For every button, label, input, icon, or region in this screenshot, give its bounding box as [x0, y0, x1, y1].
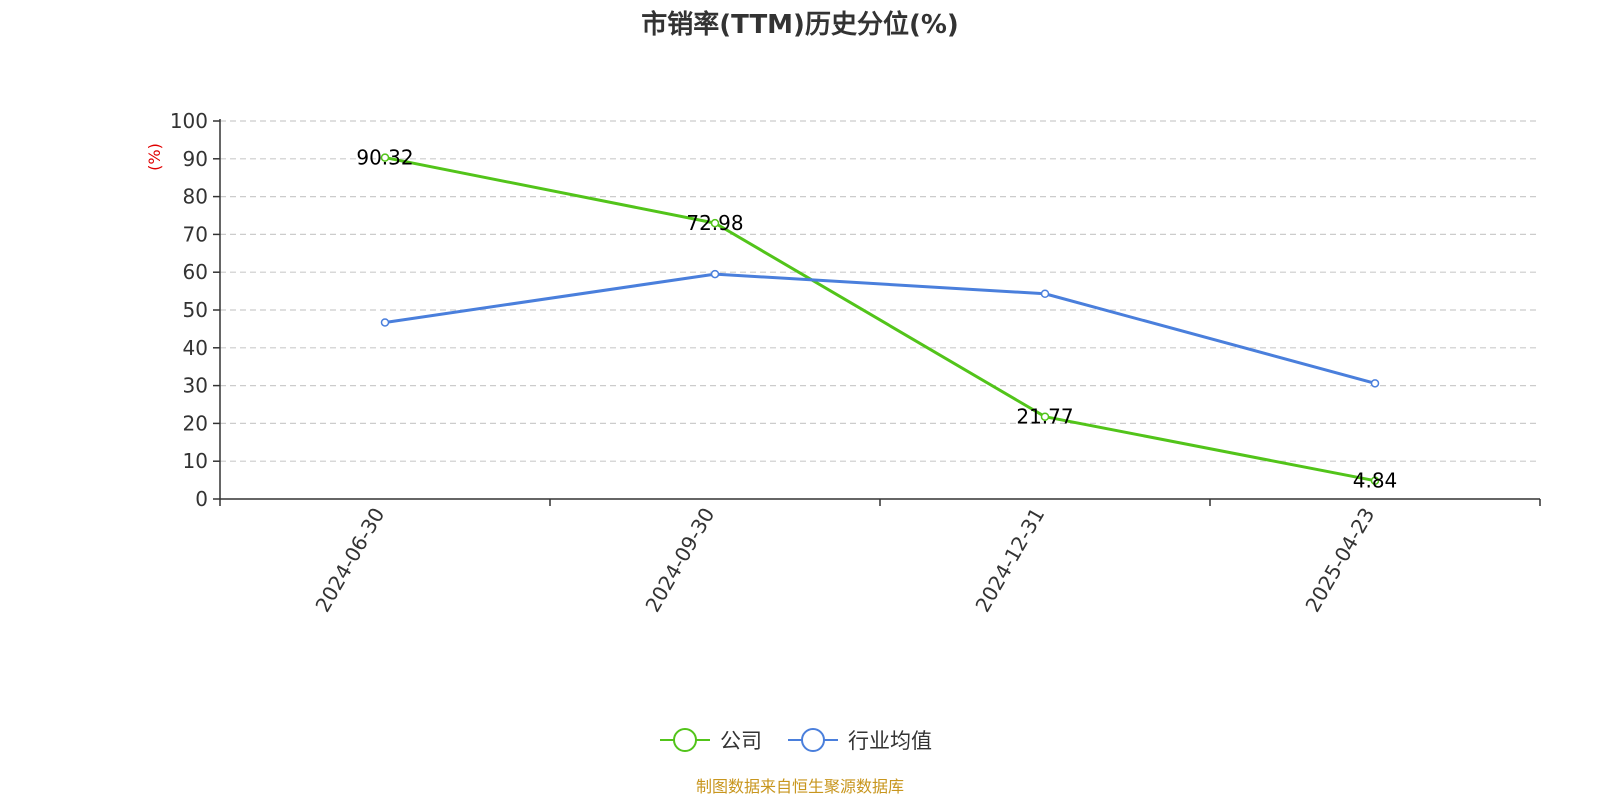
x-tick-label: 2024-12-31 [970, 504, 1049, 617]
y-axis-label: (%) [145, 143, 164, 171]
legend-marker [801, 728, 825, 752]
source-note: 制图数据来自恒生聚源数据库 [696, 777, 904, 796]
y-tick-label: 10 [183, 449, 208, 473]
data-label: 90.32 [356, 146, 413, 170]
legend-label: 行业均值 [848, 729, 932, 753]
legend-label: 公司 [720, 729, 762, 753]
y-tick-label: 40 [183, 336, 208, 360]
y-tick-label: 50 [183, 298, 208, 322]
legend-marker [673, 728, 697, 752]
data-point [710, 269, 720, 279]
data-point [710, 218, 720, 228]
series-group: 90.32 72.98 21.77 4.84 [356, 146, 1397, 493]
data-point [380, 153, 390, 162]
data-label: 21.77 [1016, 405, 1073, 429]
chart-title: 市销率(TTM)历史分位(%) [641, 9, 959, 40]
y-tick-label: 30 [183, 374, 208, 398]
y-tick-label: 0 [195, 487, 208, 511]
y-tick-label: 80 [183, 185, 208, 209]
y-tick-label: 100 [170, 109, 208, 133]
y-tick-label: 60 [183, 260, 208, 284]
x-tick-labels: 2024-06-30 2024-09-30 2024-12-31 2025-04-23 [310, 504, 1379, 617]
y-tick-label: 70 [183, 222, 208, 246]
series-line [384, 272, 1376, 385]
y-tick-label: 20 [183, 411, 208, 435]
data-point [1040, 289, 1050, 298]
legend[interactable]: 公司 行业均值 [660, 728, 932, 753]
data-point [380, 318, 390, 327]
x-tick-label: 2025-04-23 [1300, 504, 1379, 617]
data-point [1040, 412, 1050, 421]
series-line [384, 156, 1376, 483]
data-point [1370, 476, 1380, 485]
data-label: 72.98 [686, 211, 743, 235]
y-tick-labels: 0 10 20 30 40 50 60 70 80 90 100 [170, 109, 208, 511]
grid-lines [220, 120, 1540, 462]
data-label: 4.84 [1353, 469, 1398, 493]
y-tick-label: 90 [183, 147, 208, 171]
axes [213, 119, 1541, 506]
x-tick-label: 2024-09-30 [640, 504, 719, 617]
data-point [1370, 379, 1380, 388]
x-tick-label: 2024-06-30 [310, 504, 389, 617]
